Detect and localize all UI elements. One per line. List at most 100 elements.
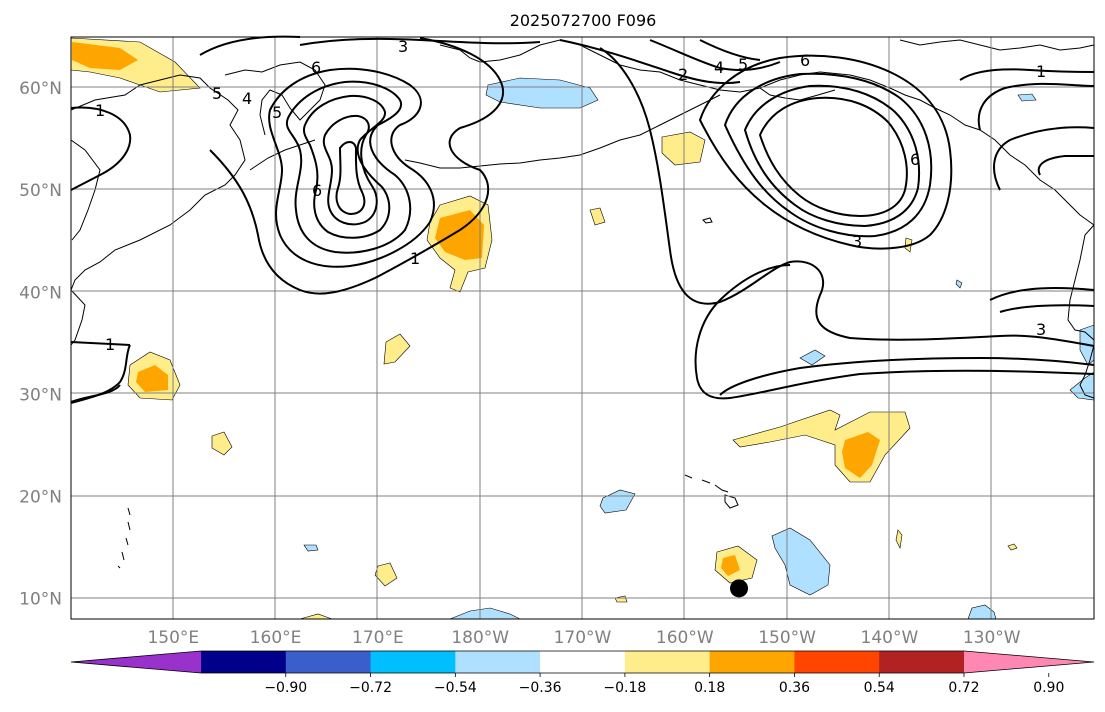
contour-1-southwest — [70, 341, 131, 404]
map-title: 2025072700 F096 — [510, 11, 657, 30]
contour-label-3-gulf: 3 — [852, 232, 862, 251]
contour-label-3-east: 3 — [1036, 320, 1046, 339]
shade-strong-45n-180 — [435, 210, 484, 260]
colorbar-segment — [624, 651, 711, 673]
colorbar: −0.90 −0.72 −0.54 −0.36 −0.18 0.18 0.36 … — [70, 650, 1095, 696]
contour-label-6-kamchatka: 6 — [311, 58, 321, 77]
storm-position-marker — [730, 579, 749, 598]
contour-5-aleutian — [699, 39, 761, 61]
contour-label-3-north: 3 — [398, 37, 408, 56]
colorbar-label-0: −0.90 — [264, 680, 307, 696]
contour-2-around-low — [268, 67, 435, 268]
lon-label-130w: 130°W — [963, 628, 1021, 648]
colorbar-label-6: 0.36 — [779, 680, 810, 696]
contour-1-northeast — [959, 68, 1095, 131]
coast-canada-north — [899, 39, 1095, 51]
shade-positive-12n-171e — [374, 562, 398, 587]
colorbar-segments — [70, 650, 1095, 677]
coast-aleutian-chain — [404, 94, 721, 169]
lon-label-170w: 170°W — [554, 628, 612, 648]
contour-3-gulf-ring — [698, 54, 953, 250]
shade-positive-25n-155e — [211, 431, 233, 456]
map-panel: 3 6 5 4 5 6 1 1 1 2 4 5 6 6 3 3 1 — [70, 35, 1095, 620]
contour-5-gulf-ring — [743, 84, 921, 228]
longitude-tick-labels: 150°E 160°E 170°E 180°W 170°W 160°W 150°… — [147, 628, 1020, 648]
lon-label-150w: 150°W — [758, 628, 816, 648]
colorbar-label-9: 0.90 — [1033, 680, 1064, 696]
shade-negative-60n-172w — [485, 77, 599, 109]
contour-3-northeast — [1037, 155, 1094, 176]
contour-label-5-aleutian: 5 — [738, 55, 748, 74]
contour-6-gulf-ring — [758, 96, 908, 218]
coast-kamchatka-siberia — [70, 74, 246, 291]
shading-layer — [70, 37, 1095, 620]
coast-hawaii — [684, 474, 739, 509]
shade-strong-25n-145w — [842, 432, 880, 478]
contour-label-6-gulf: 6 — [910, 150, 920, 169]
contour-label-5-west: 5 — [212, 84, 222, 103]
colorbar-label-8: 0.72 — [948, 680, 979, 696]
colorbar-segment — [201, 651, 287, 673]
coast-sea-of-okhotsk-shore — [70, 139, 101, 241]
contour-label-1-central: 1 — [410, 249, 420, 268]
lon-label-150e: 150°E — [147, 628, 199, 648]
colorbar-outline — [70, 650, 1095, 674]
shade-negative-32n-150w — [799, 349, 826, 366]
contour-outer-gulf-low — [599, 47, 1095, 347]
contour-label-1-west: 1 — [105, 335, 115, 354]
contour-label-1-northeast: 1 — [1036, 62, 1046, 81]
contour-5-around-low — [322, 114, 378, 226]
contour-6-around-low — [335, 141, 366, 216]
colorbar-segment — [879, 651, 965, 673]
colorbar-label-5: 0.18 — [694, 680, 725, 696]
contour-3-east — [694, 264, 1095, 396]
colorbar-segment — [540, 651, 626, 673]
contour-1-west-northern — [70, 106, 132, 191]
colorbar-segment — [370, 651, 456, 673]
contour-2-northeast — [993, 126, 1095, 191]
contour-labels: 3 6 5 4 5 6 1 1 1 2 4 5 6 6 3 3 1 — [95, 37, 1046, 354]
map-frame — [70, 36, 1095, 620]
contour-lines — [70, 35, 1095, 404]
contour-3-north — [299, 37, 541, 46]
coast-mariana-islands — [117, 507, 131, 569]
contour-label-4-west: 4 — [242, 89, 252, 108]
lat-label-10n: 10°N — [19, 590, 62, 610]
contour-2-aleutian — [559, 39, 741, 85]
coast-midway-islands — [702, 217, 713, 224]
lon-label-170e: 170°E — [352, 628, 404, 648]
contour-label-6-low: 6 — [312, 181, 322, 200]
shade-positive-15n-139w — [895, 529, 903, 549]
lat-label-50n: 50°N — [19, 181, 62, 201]
lat-label-60n: 60°N — [19, 79, 62, 99]
coast-gulf-of-alaska — [889, 87, 1095, 226]
colorbar-label-1: −0.72 — [349, 680, 392, 696]
colorbar-extend-high — [964, 651, 1094, 673]
shade-positive-47n-168w — [589, 207, 606, 226]
coast-kamchatka-peninsula — [224, 61, 326, 136]
colorbar-segment — [455, 651, 541, 673]
coast-kuril-islands — [249, 139, 316, 171]
colorbar-label-7: 0.54 — [864, 680, 895, 696]
contour-2-east — [696, 369, 1095, 400]
shade-positive-15n-132w — [1007, 543, 1018, 551]
colorbar-segment — [285, 651, 372, 673]
colorbar-tick-labels: −0.90 −0.72 −0.54 −0.36 −0.18 0.18 0.36 … — [264, 680, 1064, 696]
contour-4-gulf-ring — [723, 72, 933, 238]
lon-label-140w: 140°W — [861, 628, 919, 648]
lat-label-20n: 20°N — [19, 487, 62, 507]
contour-label-5-kamchatka: 5 — [272, 103, 282, 122]
colorbar-segment — [709, 651, 795, 673]
coast-california — [1079, 344, 1095, 399]
contour-4-around-low — [302, 94, 391, 239]
lon-label-180w: 180°W — [451, 628, 509, 648]
shade-strong-33n-151e — [136, 365, 168, 392]
contour-label-2-aleutian: 2 — [678, 65, 688, 84]
shade-strong-nw-corner — [72, 42, 138, 70]
lon-label-160w: 160°W — [656, 628, 714, 648]
shade-positive-33n-171e — [383, 333, 411, 365]
contour-3-around-low — [285, 80, 412, 254]
shade-negative-60n-133w — [1017, 93, 1037, 102]
contour-east-south — [989, 287, 1095, 313]
lon-label-160e: 160°E — [250, 628, 302, 648]
